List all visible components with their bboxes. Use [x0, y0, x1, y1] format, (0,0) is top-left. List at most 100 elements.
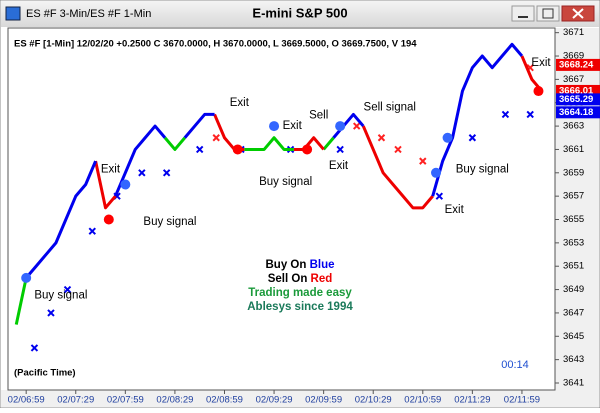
x-tick-label: 02/10:29 [355, 395, 392, 406]
annotation: Exit [531, 57, 551, 69]
x-tick-label: 02/07:29 [57, 395, 94, 406]
y-tick-label: 3671 [563, 27, 584, 38]
x-tick-label: 02/09:59 [305, 395, 342, 406]
signal-dot [302, 144, 313, 155]
annotation: Buy signal [259, 176, 312, 188]
annotation: Exit [230, 97, 250, 109]
signal-dot [335, 121, 346, 132]
maximize-icon [542, 8, 554, 19]
window-title: ES #F 3-Min/ES #F 1-Min [26, 8, 151, 20]
promo-text: Buy On Blue Sell On Red Trading made eas… [247, 259, 353, 313]
trailing-stop [88, 227, 96, 235]
price-line [94, 55, 543, 210]
x-tick-label: 02/08:29 [156, 395, 193, 406]
title-bar [1, 1, 599, 27]
bar-timer: 00:14 [501, 359, 529, 371]
trailing-stop [394, 145, 402, 154]
annotation: Sell [309, 110, 328, 122]
y-tick-label: 3657 [563, 191, 584, 202]
chart-name: E-mini S&P 500 [252, 5, 347, 20]
price-label-box [556, 106, 600, 119]
trailing-stop [63, 285, 72, 294]
promo-buy-text: Buy On [265, 259, 309, 271]
annotation: Exit [101, 163, 121, 175]
x-tick-label: 02/08:59 [206, 395, 243, 406]
y-tick-label: 3667 [563, 74, 584, 85]
price-label: 3665.29 [559, 94, 593, 105]
maximize-button[interactable] [536, 5, 560, 22]
window-icon [5, 6, 21, 21]
y-tick-label: 3645 [563, 331, 584, 342]
promo-line: Trading made easy [248, 287, 352, 299]
promo-sell-text: Sell On [268, 273, 311, 285]
y-tick-label: 3659 [563, 167, 584, 178]
trailing-stop [526, 110, 534, 119]
signal-dot [21, 272, 32, 283]
y-tick-label: 3643 [563, 354, 584, 365]
plot-frame [7, 27, 556, 391]
x-tick-label: 02/09:29 [256, 395, 293, 406]
y-tick-label: 3653 [563, 237, 584, 248]
signal-dot [269, 121, 280, 132]
x-tick-label: 02/11:59 [504, 395, 540, 406]
y-tick-label: 3661 [563, 144, 584, 155]
timezone-label: (Pacific Time) [14, 368, 76, 379]
x-tick-label: 02/10:59 [404, 395, 441, 406]
window-buttons[interactable] [511, 5, 595, 22]
signal-dot [120, 179, 131, 190]
trailing-stop [162, 169, 171, 177]
trailing-stop [47, 309, 55, 317]
trailing-stop [212, 134, 220, 142]
annotation: Sell signal [364, 101, 416, 113]
price-label: 3668.24 [559, 59, 594, 70]
annotation: Buy signal [34, 289, 87, 301]
signal-dot [103, 214, 114, 225]
signal-dot [431, 167, 442, 178]
y-tick-label: 3663 [563, 121, 584, 132]
close-icon [572, 8, 584, 19]
x-tick-label: 02/06:59 [8, 395, 45, 406]
trailing-stop [30, 344, 39, 352]
trailing-stop [352, 122, 361, 130]
annotation: Exit [445, 204, 465, 216]
signal-dot [232, 144, 243, 155]
y-tick-label: 3641 [563, 378, 584, 389]
annotation: Buy signal [143, 216, 196, 228]
price-label: 3666.01 [559, 85, 594, 96]
promo-sell: Sell On Red [268, 273, 333, 285]
y-tick-label: 3649 [563, 284, 584, 295]
promo-line: Ablesys since 1994 [247, 301, 353, 313]
trailing-stop [435, 192, 444, 200]
annotation: Exit [283, 120, 303, 132]
y-tick-label: 3655 [563, 214, 584, 225]
y-tick-label: 3669 [563, 51, 584, 62]
promo-buy-color: Blue [310, 259, 335, 271]
time-axis-area [1, 390, 599, 407]
price-label-box [556, 93, 600, 106]
price-line [25, 42, 524, 279]
annotation: Buy signal [456, 163, 509, 175]
signal-dot [442, 132, 453, 143]
price-line [14, 136, 335, 325]
info-line: ES #F [1-Min] 12/02/20 +0.2500 C 3670.00… [14, 39, 417, 50]
promo-sell-color: Red [311, 273, 333, 285]
y-tick-label: 3651 [563, 261, 584, 272]
trailing-stop [377, 134, 386, 142]
signal-dot [533, 86, 544, 97]
trailing-stop [195, 145, 204, 154]
trailing-stop [336, 145, 344, 154]
promo-buy: Buy On Blue [265, 259, 334, 271]
y-tick-label: 3647 [563, 307, 584, 318]
annotation: Exit [329, 160, 349, 172]
trailing-stop [468, 134, 477, 142]
trailing-stop [419, 157, 427, 165]
trailing-stop [138, 169, 146, 177]
price-label: 3664.18 [559, 107, 593, 118]
x-tick-label: 02/11:29 [454, 395, 490, 406]
trailing-stop [501, 110, 510, 119]
minimize-button[interactable] [511, 5, 535, 22]
price-label-box [556, 58, 600, 71]
x-tick-label: 02/07:59 [107, 395, 144, 406]
